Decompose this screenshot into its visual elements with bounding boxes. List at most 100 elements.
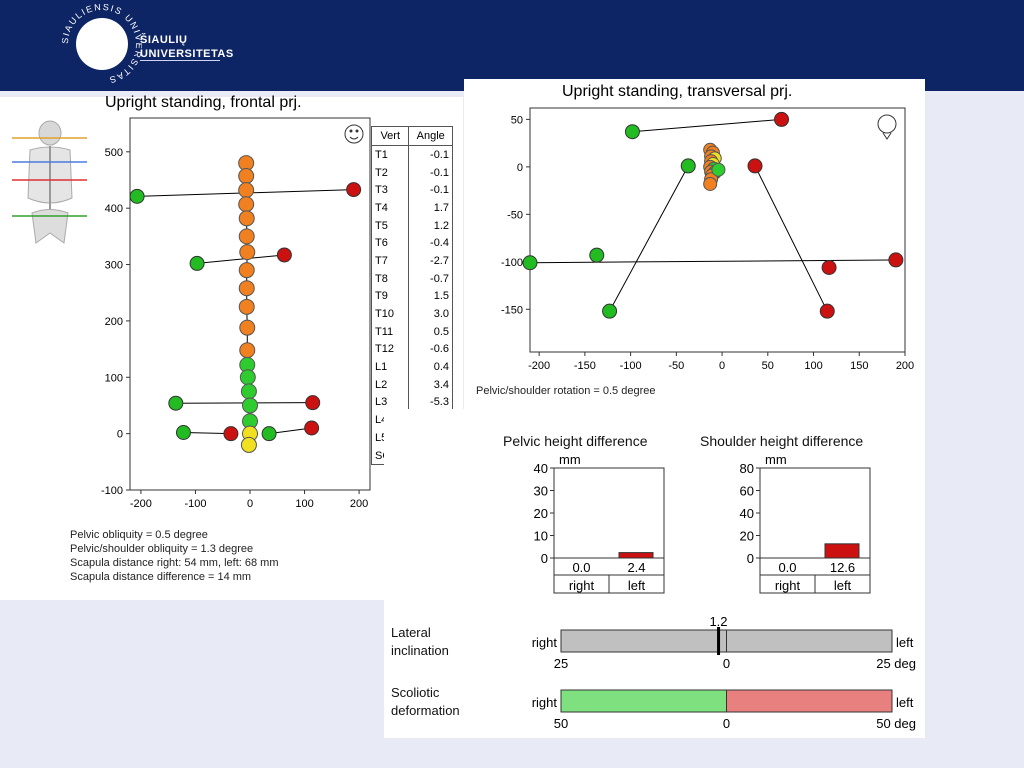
vertebra-angle: -0.7 [408,269,453,288]
face-icon-mouth [349,136,359,140]
bar-unit-label: mm [765,452,787,467]
table-row: T7 -2.7 [370,252,453,270]
x-tick-label: -200 [130,498,152,510]
frontal-chart-title: Upright standing, frontal prj. [105,94,302,111]
x-tick-label: 50 [762,360,774,372]
annotation-scapula-distance: Scapula distance right: 54 mm, left: 68 … [70,557,279,569]
table-row: T12 -0.6 [370,340,453,359]
right-landmark-point [346,182,362,198]
bar-value-label: 0.0 [778,560,796,575]
vertebra-point [240,436,257,453]
vertebra-point [238,228,255,245]
face-icon [344,124,364,144]
table-row: T8 -0.7 [370,269,453,288]
left-landmark-point [522,255,538,271]
face-icon-eye [349,129,353,133]
y-tick-label: 10 [534,529,548,544]
landmark-point [589,247,605,263]
right-landmark-point [223,426,239,442]
vertebra-angle: 0.4 [408,358,453,376]
vertebra-name: T9 [370,287,410,306]
bar-category-label: left [628,578,646,593]
annotation-pelvic-obliquity: Pelvic obliquity = 0.5 degree [70,529,208,541]
head-top-icon-nose [882,132,892,140]
right-landmark-point [819,303,835,319]
table-row: L1 0.4 [370,358,453,376]
head-top-icon [877,114,897,134]
vertebra-angle: 1.7 [408,199,453,217]
y-tick-label: 20 [534,506,548,521]
gauge-scale-right: 25 deg [876,656,916,671]
vertebra-name: L2 [370,375,410,394]
brand-line1: ŠIAULIŲ [140,34,188,46]
table-row: T6 -0.4 [370,234,453,253]
vertebra-name: T1 [370,145,410,164]
left-landmark-point [624,124,640,140]
face-icon-eye [355,129,359,133]
gauge-scale-left: 50 [554,716,568,731]
brand-underline [140,60,220,61]
x-tick-label: 100 [804,360,822,372]
y-tick-label: 500 [105,147,123,159]
y-tick-label: 30 [534,484,548,499]
right-v-line [754,165,828,312]
gauge-right-segment [560,689,727,713]
gauge-side-right-label: right [532,635,558,650]
vertebra-name: T2 [370,163,410,182]
table-row: T2 -0.1 [370,163,453,182]
vertebra-angle: -0.1 [408,145,453,164]
vertebra-name: T7 [370,252,410,270]
shoulder-bar-title: Shoulder height difference [700,433,864,449]
right-landmark-point [276,247,292,263]
vertebra-point [238,298,255,315]
transversal-chart-title: Upright standing, transversal prj. [562,83,793,100]
y-tick-label: 0 [541,551,548,566]
table-header-row: Vert Angle [370,126,453,146]
brand-line2: UNIVERSITETAS [140,48,234,60]
annotation-rotation: Pelvic/shoulder rotation = 0.5 degree [476,385,656,397]
y-tick-label: 400 [105,203,123,215]
gauge-scale-mid: 0 [723,656,730,671]
analysis-panel [384,409,925,738]
table-row: T5 1.2 [370,216,453,235]
left-landmark-point [680,158,696,174]
gauge-left-segment [726,689,893,713]
header-bar: SIAULIENSIS UNIVERSITAS ŠIAULIŲ UNIVERSI… [0,0,1024,91]
y-tick-label: 0 [747,551,754,566]
lateral-label-1: Lateral [391,625,431,640]
vertebra-name: T3 [370,181,410,200]
table-row: L2 3.4 [370,375,453,394]
y-tick-label: 60 [740,484,754,499]
transversal-panel [464,79,925,409]
right-landmark-point [305,395,321,411]
y-tick-label: 0 [517,162,523,174]
table-header-angle: Angle [408,126,453,146]
left-landmark-point [602,303,618,319]
vertebra-point [239,244,256,261]
lateral-label-2: inclination [391,643,449,658]
table-row: T11 0.5 [370,322,453,341]
x-tick-label: 100 [295,498,313,510]
scoliotic-label-2: deformation [391,703,460,718]
y-tick-label: 40 [740,506,754,521]
vertebra-angle: 0.5 [408,322,453,341]
vertebra-angle: 3.0 [408,305,453,323]
vertebra-angle: 3.4 [408,375,453,394]
vertebra-point [238,280,255,297]
table-row: T1 -0.1 [370,145,453,164]
y-tick-label: 100 [105,372,123,384]
x-tick-label: -50 [668,360,684,372]
vertebra-name: L1 [370,358,410,376]
vertebra-name: T4 [370,199,410,217]
gauge-scale-mid: 0 [723,716,730,731]
vertebra-point [242,397,258,414]
vertebra-angle: -5.3 [408,393,453,412]
gauge-value-label: 1.2 [709,614,727,629]
left-landmark-point [129,188,145,204]
vertebra-angle: 1.2 [408,216,453,235]
x-tick-label: -150 [574,360,596,372]
bar-category-label: right [775,578,801,593]
gauge-side-left-label: left [896,695,914,710]
